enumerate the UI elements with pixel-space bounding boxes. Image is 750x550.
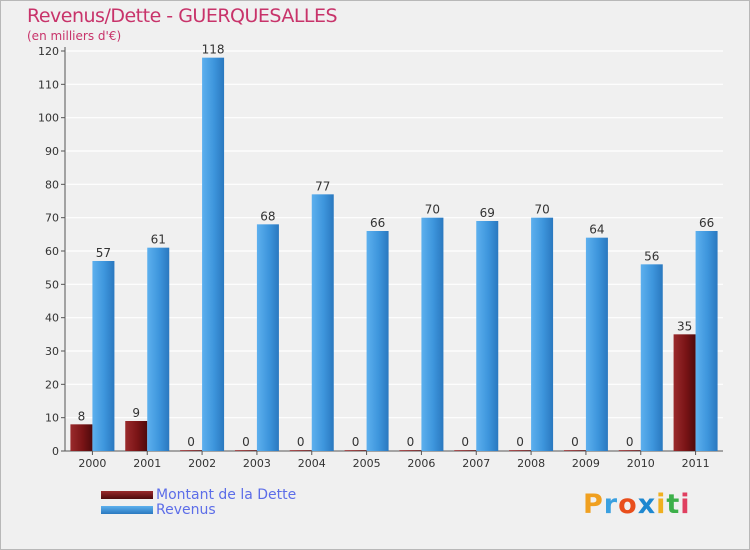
logo-letter: t: [666, 489, 681, 520]
data-label: 70: [534, 203, 549, 217]
bar-dette: [563, 450, 586, 451]
logo-letter: r: [603, 489, 619, 520]
x-tick-label: 2010: [627, 457, 655, 470]
x-axis: 2000 2001 2002 2003 2004 2005 2006 2007 2008 2009…: [78, 451, 710, 470]
data-label: 66: [370, 216, 385, 230]
x-tick-label: 2006: [407, 457, 435, 470]
data-label: 0: [242, 435, 250, 449]
legend-label-revenus: Revenus: [156, 502, 216, 518]
x-tick-label: 2009: [572, 457, 600, 470]
data-label: 77: [315, 179, 330, 193]
x-tick-label: 2003: [243, 457, 271, 470]
legend-swatch-revenus: [101, 506, 153, 514]
data-label: 35: [677, 319, 692, 333]
data-label: 0: [297, 435, 305, 449]
gridlines: [65, 50, 723, 452]
y-tick-label: 80: [45, 178, 59, 191]
bar-dette: [509, 450, 532, 451]
bar-dette: [70, 424, 93, 451]
data-label: 66: [699, 216, 714, 230]
bar-revenus: [531, 217, 554, 451]
bar-revenus: [311, 194, 334, 452]
data-label: 64: [589, 223, 604, 237]
data-label: 61: [151, 233, 166, 247]
data-label: 9: [132, 406, 140, 420]
bar-revenus: [695, 231, 718, 451]
data-labels: 8 57 9 61 0 118 0 68 0 77 0 66 0 70 0 69 0 70 0 64 0 56 35 66: [78, 43, 715, 450]
data-label: 0: [571, 435, 579, 449]
bars: [70, 57, 718, 452]
bar-dette: [454, 450, 477, 451]
bar-revenus: [92, 261, 115, 451]
y-tick-label: 10: [45, 412, 59, 425]
legend-label-dette: Montant de la Dette: [156, 487, 297, 503]
y-tick-label: 40: [45, 312, 59, 325]
legend-item-dette: Montant de la Dette: [101, 487, 296, 503]
logo-letter: i: [656, 489, 667, 520]
data-label: 0: [407, 435, 415, 449]
legend-item-revenus: Revenus: [101, 502, 216, 518]
y-tick-label: 110: [38, 78, 59, 91]
x-tick-label: 2001: [133, 457, 161, 470]
chart-title: Revenus/Dette - GUERQUESALLES: [27, 5, 338, 27]
bar-revenus: [585, 237, 608, 451]
x-tick-label: 2005: [353, 457, 381, 470]
bar-revenus: [421, 217, 444, 451]
bar-revenus: [147, 247, 170, 451]
data-label: 56: [644, 249, 659, 263]
data-label: 0: [461, 435, 469, 449]
legend-swatch-dette: [101, 491, 153, 499]
y-tick-label: 30: [45, 345, 59, 358]
chart-subtitle: (en milliers d'€): [27, 29, 122, 43]
y-tick-label: 60: [45, 245, 59, 258]
logo-letter: i: [680, 489, 691, 520]
bar-dette: [234, 450, 257, 451]
bar-revenus: [256, 224, 279, 451]
bar-revenus: [640, 264, 663, 451]
logo-letter: P: [583, 489, 604, 520]
y-tick-label: 70: [45, 212, 59, 225]
data-label: 0: [187, 435, 195, 449]
x-tick-label: 2011: [682, 457, 710, 470]
data-label: 0: [626, 435, 634, 449]
x-tick-label: 2007: [462, 457, 490, 470]
logo-letter: x: [637, 489, 657, 520]
bar-dette: [673, 334, 696, 451]
bar-dette: [180, 450, 203, 451]
bar-dette: [289, 450, 312, 451]
data-label: 0: [516, 435, 524, 449]
data-label: 68: [260, 209, 275, 223]
bar-revenus: [202, 57, 225, 452]
bar-revenus: [366, 231, 389, 451]
x-tick-label: 2008: [517, 457, 545, 470]
data-label: 8: [78, 409, 86, 423]
y-tick-label: 0: [52, 445, 59, 458]
x-tick-label: 2004: [298, 457, 326, 470]
y-tick-label: 50: [45, 278, 59, 291]
data-label: 0: [352, 435, 360, 449]
y-tick-label: 20: [45, 378, 59, 391]
y-tick-label: 90: [45, 145, 59, 158]
y-tick-label: 100: [38, 112, 59, 125]
data-label: 69: [480, 206, 495, 220]
logo-letter: o: [618, 489, 638, 520]
data-label: 118: [202, 43, 225, 57]
bar-dette: [618, 450, 641, 451]
x-tick-label: 2000: [78, 457, 106, 470]
x-tick-label: 2002: [188, 457, 216, 470]
y-tick-label: 120: [38, 45, 59, 58]
data-label: 57: [96, 246, 111, 260]
proxiti-logo: Proxiti: [583, 489, 691, 520]
bar-dette: [125, 421, 148, 451]
data-label: 70: [425, 203, 440, 217]
bar-dette: [399, 450, 422, 451]
bar-dette: [344, 450, 367, 451]
bar-revenus: [476, 221, 499, 451]
